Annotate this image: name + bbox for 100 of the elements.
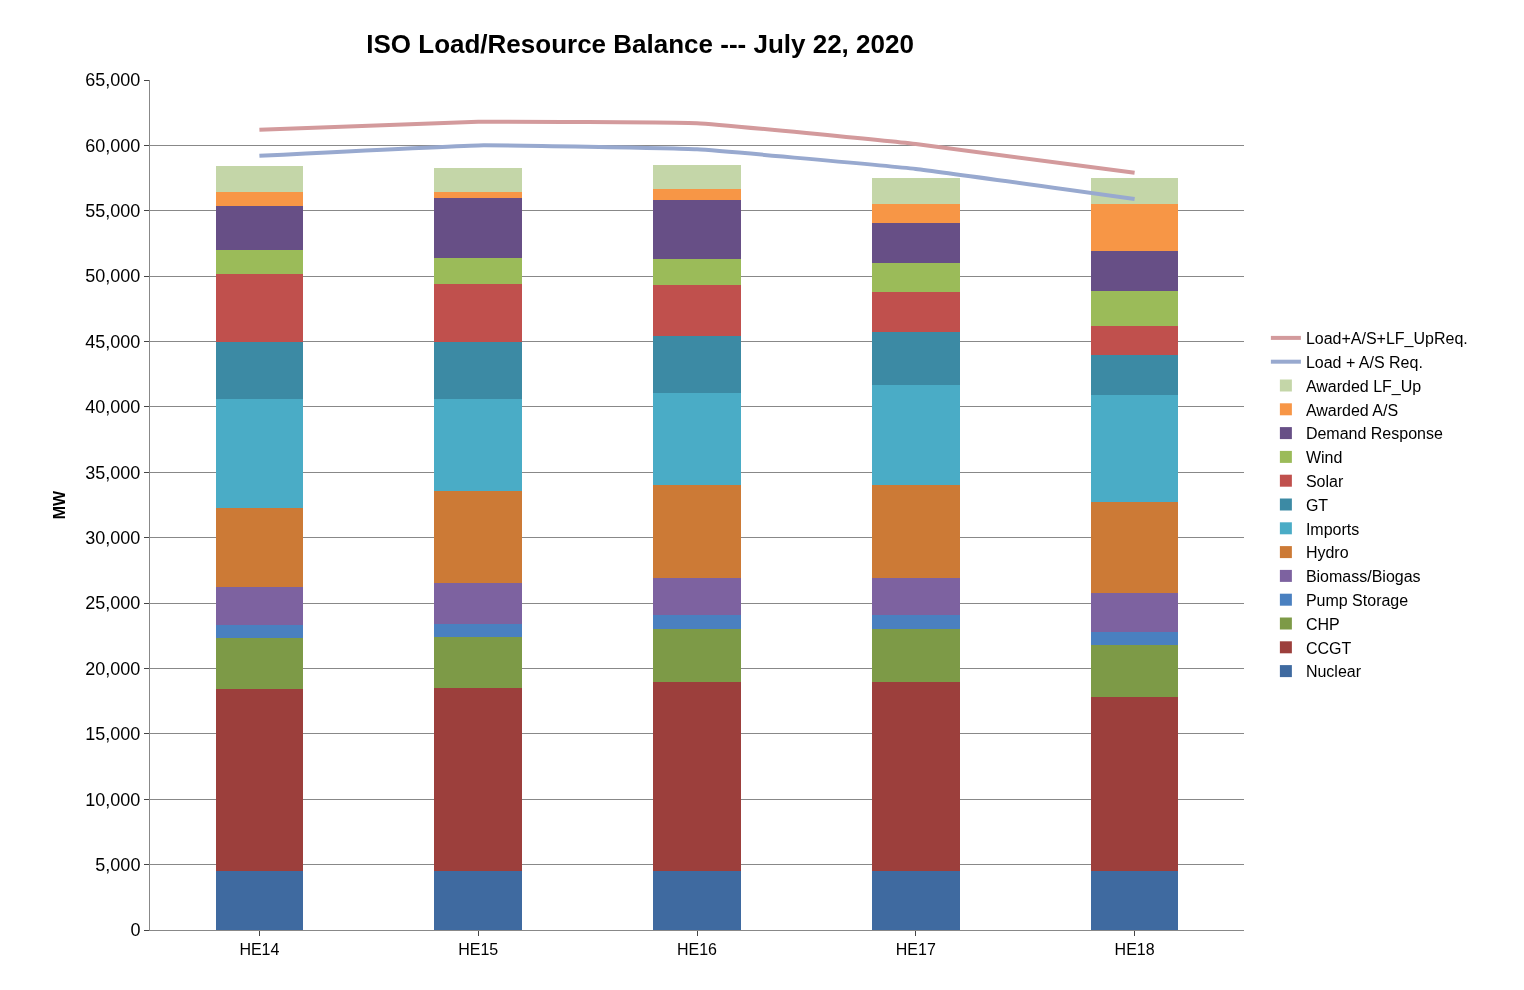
y-axis-title: MW [51, 489, 69, 520]
bar [653, 392, 741, 486]
x-tick-label: HE16 [676, 941, 718, 959]
bar [434, 284, 522, 342]
x-tick-label: HE15 [458, 941, 499, 959]
bar [872, 178, 960, 205]
bar [434, 871, 522, 930]
y-tick-label: 5,000 [95, 854, 141, 875]
bar [653, 629, 741, 682]
bar [653, 485, 741, 579]
bar [215, 507, 304, 588]
legend-label: Nuclear [1305, 663, 1362, 681]
y-tick-label: 55,000 [85, 201, 141, 222]
bar [1090, 395, 1179, 503]
bar [653, 681, 741, 872]
legend-label: GT [1305, 496, 1329, 514]
bar [872, 629, 960, 682]
bar [653, 614, 741, 630]
bar [215, 638, 304, 690]
bar [872, 263, 960, 292]
y-tick-label: 0 [130, 920, 141, 941]
bar [872, 614, 960, 630]
bar [653, 336, 741, 393]
bar [653, 871, 741, 930]
y-tick-label: 35,000 [85, 462, 141, 483]
bar [434, 624, 522, 638]
bar [434, 167, 522, 193]
bar [434, 490, 522, 584]
legend-label: Imports [1305, 520, 1360, 538]
y-tick-label: 50,000 [85, 266, 141, 287]
bar [215, 341, 304, 400]
bar [215, 399, 304, 508]
y-tick-label: 40,000 [85, 397, 141, 418]
legend-label: Awarded LF_Up [1305, 377, 1422, 396]
bar [653, 165, 741, 189]
bar [434, 341, 522, 400]
bar [1090, 631, 1179, 645]
bar [1090, 354, 1179, 396]
bar [1090, 325, 1179, 355]
bar [872, 291, 960, 333]
legend-label: Load + A/S Req. [1305, 353, 1423, 371]
bar [434, 688, 522, 872]
legend-label: Hydro [1305, 544, 1349, 562]
line-series [257, 143, 1137, 201]
bar [434, 583, 522, 624]
x-tick-label: HE17 [895, 941, 936, 959]
line-series [257, 119, 1137, 175]
bar [1090, 251, 1179, 291]
bar [434, 197, 522, 258]
bar [872, 222, 960, 264]
x-tick-label: HE18 [1114, 941, 1155, 959]
bar [872, 204, 960, 223]
bar [872, 332, 960, 385]
legend-label: CHP [1305, 615, 1340, 633]
bar [872, 485, 960, 579]
bar [653, 188, 741, 201]
y-tick-label: 45,000 [85, 331, 141, 352]
y-tick-label: 60,000 [85, 135, 141, 156]
x-tick-label: HE14 [239, 941, 280, 959]
bar [434, 257, 522, 284]
legend-label: CCGT [1305, 639, 1352, 657]
bar [653, 578, 741, 615]
bar [215, 166, 304, 193]
y-tick-label: 30,000 [85, 527, 141, 548]
bar [1090, 644, 1179, 698]
bar [434, 637, 522, 689]
bar [1090, 290, 1179, 326]
y-tick-label: 10,000 [85, 789, 141, 810]
y-tick-label: 25,000 [85, 593, 141, 614]
legend-label: Biomass/Biogas [1305, 568, 1421, 586]
bar [215, 625, 304, 639]
bar [215, 205, 304, 250]
legend-label: Solar [1305, 472, 1344, 490]
y-tick-label: 20,000 [85, 658, 141, 679]
bar [872, 578, 960, 615]
bar [1090, 502, 1179, 593]
bar [434, 192, 522, 198]
bar [872, 871, 960, 930]
bar [653, 200, 741, 260]
bar [215, 689, 304, 872]
bar [434, 399, 522, 491]
y-tick-label: 15,000 [85, 724, 141, 745]
legend-label: Wind [1305, 449, 1343, 467]
bar [1090, 178, 1179, 205]
bar [1090, 592, 1179, 632]
legend-label: Load+A/S+LF_UpReq. [1305, 330, 1468, 349]
bar [1090, 871, 1179, 930]
bar [1090, 204, 1179, 252]
y-tick-label: 65,000 [85, 70, 141, 91]
legend-label: Pump Storage [1305, 591, 1409, 609]
bar [872, 681, 960, 872]
bar [215, 587, 304, 626]
bar [215, 273, 304, 342]
bar [872, 384, 960, 486]
bar [653, 259, 741, 286]
chart-title: ISO Load/Resource Balance --- July 22, 2020 [366, 28, 914, 59]
bar [215, 871, 304, 930]
bar [215, 192, 304, 206]
bar [1090, 697, 1179, 872]
legend-label: Awarded A/S [1305, 401, 1399, 419]
